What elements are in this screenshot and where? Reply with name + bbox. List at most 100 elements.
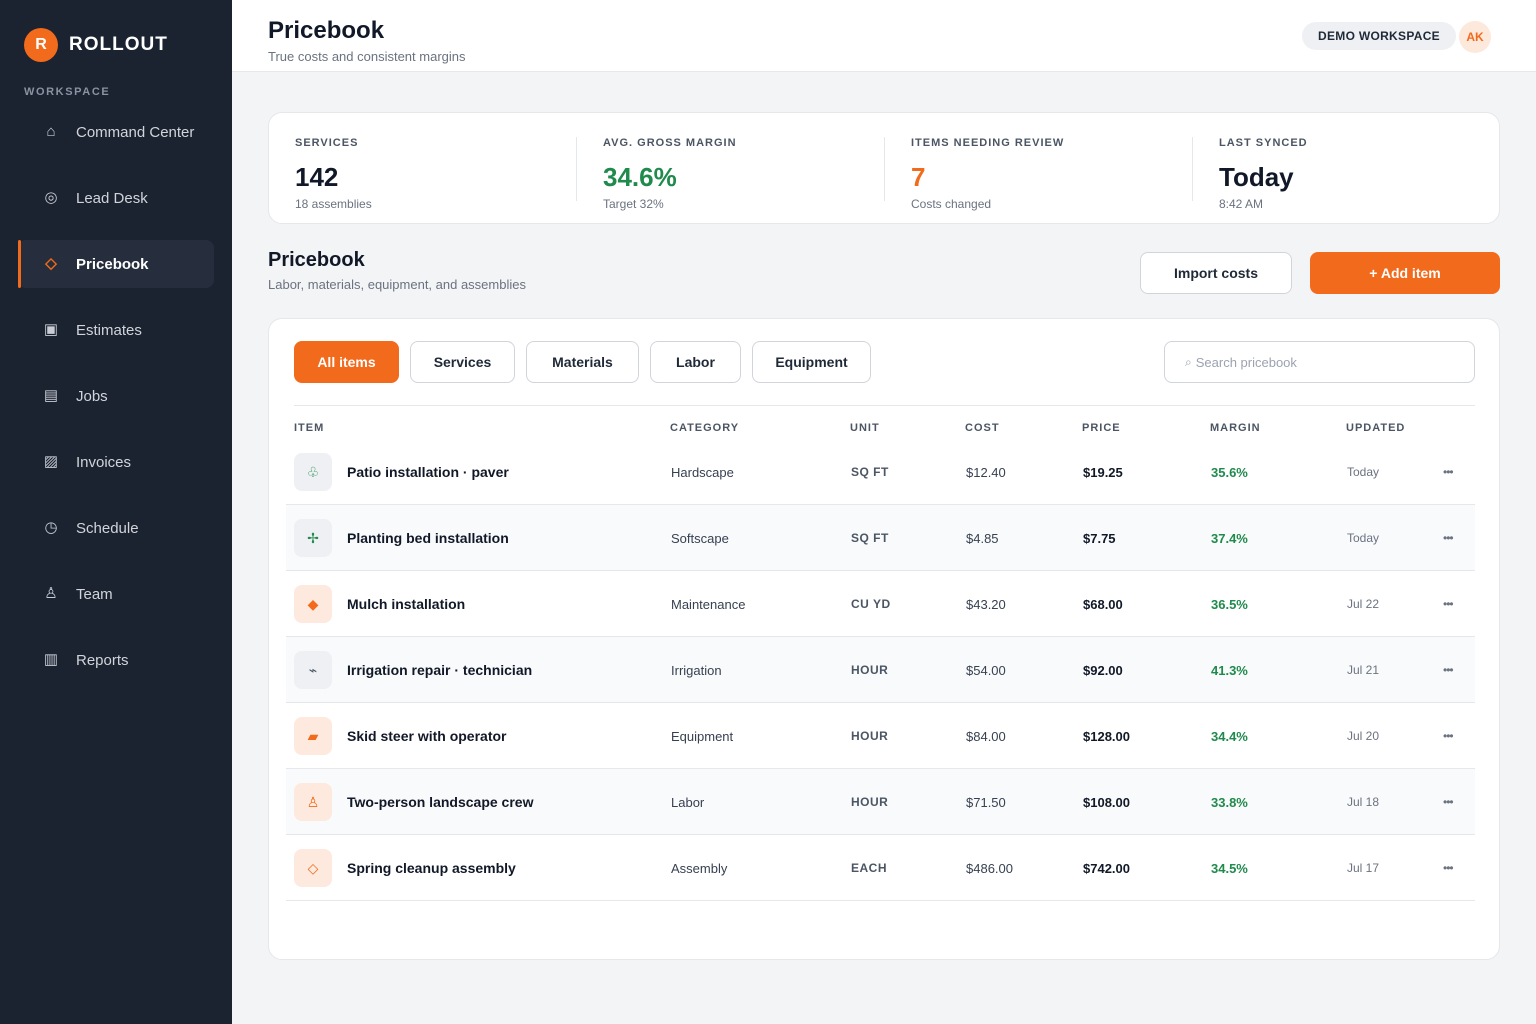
search-input[interactable]: ⌕ Search pricebook xyxy=(1164,341,1475,383)
column-header-price[interactable]: PRICE xyxy=(1082,422,1121,434)
item-name[interactable]: Skid steer with operator xyxy=(347,728,507,744)
plant-icon: ✢ xyxy=(294,519,332,557)
brand[interactable]: R ROLLOUT xyxy=(24,28,168,62)
more-options-icon[interactable]: ••• xyxy=(1443,531,1454,545)
page-title: Pricebook xyxy=(268,17,385,44)
sidebar-item-command-center[interactable]: ⌂ Command Center xyxy=(18,108,214,156)
table-row[interactable]: ♙ Two-person landscape crew Labor HOUR $… xyxy=(286,769,1475,835)
item-name[interactable]: Two-person landscape crew xyxy=(347,794,534,810)
column-header-cost[interactable]: COST xyxy=(965,422,1000,434)
item-category: Hardscape xyxy=(671,464,734,480)
item-category: Labor xyxy=(671,794,705,810)
item-margin: 34.5% xyxy=(1211,860,1248,876)
more-options-icon[interactable]: ••• xyxy=(1443,465,1454,479)
item-category: Maintenance xyxy=(671,596,746,612)
chart-icon: ▥ xyxy=(43,651,59,668)
brand-name: ROLLOUT xyxy=(69,34,168,55)
invoice-icon: ▨ xyxy=(43,453,59,470)
table-row[interactable]: ◆ Mulch installation Maintenance CU YD $… xyxy=(286,571,1475,637)
column-header-margin[interactable]: MARGIN xyxy=(1210,422,1261,434)
filter-all-items[interactable]: All items xyxy=(294,341,399,383)
sidebar-item-lead-desk[interactable]: ◎ Lead Desk xyxy=(18,174,214,222)
sidebar-item-label: Schedule xyxy=(76,519,139,537)
workspace-section-label: WORKSPACE xyxy=(24,86,111,98)
search-icon: ⌕ xyxy=(1185,354,1192,369)
item-price: $742.00 xyxy=(1083,860,1130,876)
workspace-badge[interactable]: DEMO WORKSPACE xyxy=(1302,22,1456,50)
sidebar-item-label: Estimates xyxy=(76,321,142,339)
item-name[interactable]: Irrigation repair · technician xyxy=(347,662,533,678)
item-unit: SQ FT xyxy=(851,531,889,545)
item-unit: HOUR xyxy=(851,663,889,677)
sidebar-item-label: Pricebook xyxy=(76,255,149,273)
item-updated: Jul 21 xyxy=(1347,663,1380,677)
sidebar-item-label: Invoices xyxy=(76,453,132,471)
stat-value: 34.6% xyxy=(603,162,677,192)
item-name[interactable]: Planting bed installation xyxy=(347,530,509,546)
sidebar-item-invoices[interactable]: ▨ Invoices xyxy=(18,438,214,486)
filter-materials[interactable]: Materials xyxy=(526,341,639,383)
item-name[interactable]: Patio installation · paver xyxy=(347,464,509,480)
sidebar-item-schedule[interactable]: ◷ Schedule xyxy=(18,504,214,552)
item-price: $7.75 xyxy=(1083,530,1116,546)
item-price: $68.00 xyxy=(1083,596,1123,612)
stat-divider xyxy=(576,137,577,201)
pricebook-table-card: All items Services Materials Labor Equip… xyxy=(268,318,1500,960)
import-costs-button[interactable]: Import costs xyxy=(1140,252,1292,294)
sidebar-item-estimates[interactable]: ▣ Estimates xyxy=(18,306,214,354)
list-icon: ▤ xyxy=(43,387,59,404)
filter-equipment[interactable]: Equipment xyxy=(752,341,871,383)
clock-icon: ◷ xyxy=(44,519,58,536)
filter-services[interactable]: Services xyxy=(410,341,515,383)
item-cost: $84.00 xyxy=(966,728,1006,744)
estimate-icon: ▣ xyxy=(43,321,59,338)
more-options-icon[interactable]: ••• xyxy=(1443,795,1454,809)
stat-label: LAST SYNCED xyxy=(1219,137,1308,149)
add-item-button[interactable]: + Add item xyxy=(1310,252,1500,294)
column-header-item[interactable]: ITEM xyxy=(294,422,325,434)
stat-value: 142 xyxy=(295,162,339,192)
filter-labor[interactable]: Labor xyxy=(650,341,741,383)
stat-divider xyxy=(884,137,885,201)
stat-label: AVG. GROSS MARGIN xyxy=(603,137,737,149)
stat-label: ITEMS NEEDING REVIEW xyxy=(911,137,1065,149)
column-header-unit[interactable]: UNIT xyxy=(850,422,880,434)
sidebar-item-pricebook[interactable]: ◇ Pricebook xyxy=(18,240,214,288)
diamond-icon: ◇ xyxy=(45,255,57,272)
column-header-category[interactable]: CATEGORY xyxy=(670,422,740,434)
page-subtitle: True costs and consistent margins xyxy=(268,49,466,64)
table-row[interactable]: ♧ Patio installation · paver Hardscape S… xyxy=(286,439,1475,505)
avatar[interactable]: AK xyxy=(1459,21,1491,53)
item-updated: Jul 20 xyxy=(1347,729,1380,743)
sidebar-item-reports[interactable]: ▥ Reports xyxy=(18,636,214,684)
stat-divider xyxy=(1192,137,1193,201)
more-options-icon[interactable]: ••• xyxy=(1443,729,1454,743)
assembly-icon: ◇ xyxy=(294,849,332,887)
sidebar-item-team[interactable]: ♙ Team xyxy=(18,570,214,618)
stat-note: Target 32% xyxy=(603,197,664,211)
table-row[interactable]: ◇ Spring cleanup assembly Assembly EACH … xyxy=(286,835,1475,901)
table-row[interactable]: ⌁ Irrigation repair · technician Irrigat… xyxy=(286,637,1475,703)
item-price: $92.00 xyxy=(1083,662,1123,678)
item-category: Assembly xyxy=(671,860,728,876)
more-options-icon[interactable]: ••• xyxy=(1443,663,1454,677)
item-cost: $12.40 xyxy=(966,464,1006,480)
item-name[interactable]: Spring cleanup assembly xyxy=(347,860,516,876)
sidebar-item-jobs[interactable]: ▤ Jobs xyxy=(18,372,214,420)
table-row[interactable]: ▰ Skid steer with operator Equipment HOU… xyxy=(286,703,1475,769)
irrigation-icon: ⌁ xyxy=(294,651,332,689)
item-margin: 35.6% xyxy=(1211,464,1248,480)
table-divider xyxy=(294,405,1475,406)
item-name[interactable]: Mulch installation xyxy=(347,596,466,612)
more-options-icon[interactable]: ••• xyxy=(1443,597,1454,611)
item-unit: EACH xyxy=(851,861,888,875)
item-price: $108.00 xyxy=(1083,794,1130,810)
column-header-updated[interactable]: UPDATED xyxy=(1346,422,1406,434)
paver-icon: ♧ xyxy=(294,453,332,491)
item-cost: $54.00 xyxy=(966,662,1006,678)
more-options-icon[interactable]: ••• xyxy=(1443,861,1454,875)
item-updated: Jul 18 xyxy=(1347,795,1380,809)
item-category: Equipment xyxy=(671,728,734,744)
table-row[interactable]: ✢ Planting bed installation Softscape SQ… xyxy=(286,505,1475,571)
item-margin: 34.4% xyxy=(1211,728,1248,744)
